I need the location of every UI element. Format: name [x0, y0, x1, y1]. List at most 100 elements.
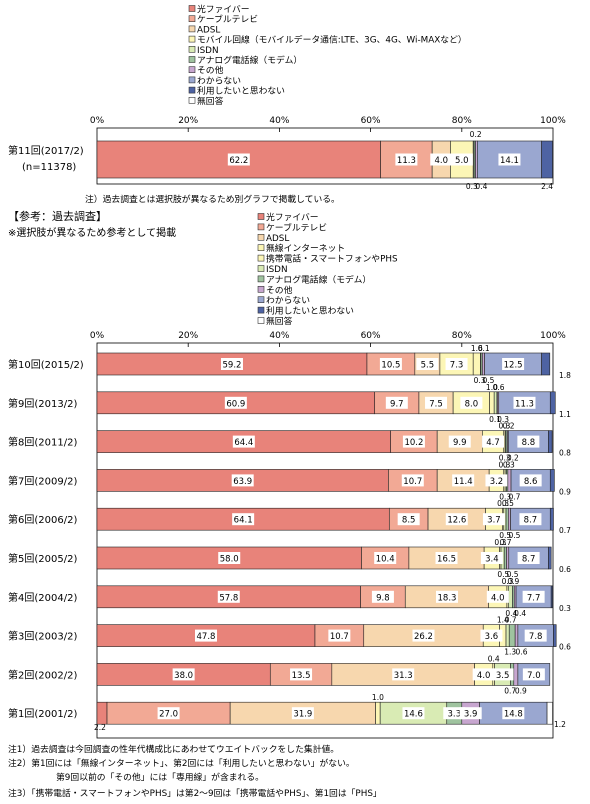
data-label: 0.2	[503, 422, 515, 431]
data-label: 11.3	[515, 399, 534, 409]
data-label: 10.7	[403, 477, 422, 487]
data-label: 0.9	[515, 686, 527, 695]
data-label: 14.1	[500, 156, 519, 166]
legend-swatch	[189, 6, 195, 12]
legend-label: 光ファイバー	[266, 211, 319, 223]
data-label: 60.9	[226, 399, 245, 409]
bar-segment	[509, 625, 515, 647]
data-label: 7.5	[429, 399, 443, 409]
legend-swatch	[258, 224, 264, 230]
axis-current-tick-label: 60%	[361, 116, 381, 126]
category-label: 第3回(2003/2)	[8, 630, 77, 643]
data-label: 63.9	[233, 477, 252, 487]
data-label: 8.8	[522, 438, 536, 448]
bar-segment	[506, 508, 508, 530]
category-label: 第1回(2001/2)	[8, 707, 77, 720]
category-label: 第2回(2002/2)	[8, 668, 77, 681]
bar-segment	[490, 392, 495, 414]
bar-segment	[473, 353, 480, 375]
data-label: 1.2	[554, 720, 566, 729]
bar-segment	[508, 469, 511, 491]
data-label: 0.6	[559, 565, 571, 574]
data-label: 9.7	[390, 399, 404, 409]
data-label: 0.9	[507, 577, 519, 586]
axis-past-tick-label: 0%	[90, 331, 105, 341]
axis-current-tick-label: 100%	[540, 116, 566, 126]
data-label: 8.5	[402, 516, 416, 526]
legend-swatch	[189, 87, 195, 93]
bar-segment	[550, 392, 555, 414]
data-label: 2.4	[541, 182, 553, 191]
bar-segment	[376, 702, 381, 724]
data-label: 3.3	[448, 710, 462, 720]
bar-segment	[514, 663, 518, 685]
data-label: 10.2	[404, 438, 423, 448]
legend-label: その他	[266, 284, 293, 296]
note-top: 注）過去調査とは選択肢が異なるため別グラフで掲載している。	[85, 193, 340, 205]
legend-label: アナログ電話線（モデム）	[197, 54, 302, 66]
legend-swatch	[189, 16, 195, 22]
legend-swatch	[258, 276, 264, 282]
data-label: 4.0	[491, 593, 505, 603]
data-label: 0.6	[559, 643, 571, 652]
data-label: 0.7	[505, 616, 517, 625]
data-label: 1.8	[559, 371, 571, 380]
bar-segment	[494, 392, 497, 414]
data-label: 0.5	[502, 499, 514, 508]
footnote: 注2）第1回には「無線インターネット」、第2回には「利用したいと思わない」がない…	[8, 757, 355, 769]
bar-segment	[551, 586, 552, 608]
data-label: 5.0	[455, 156, 469, 166]
bar-segment	[506, 625, 509, 647]
data-label: 1.0	[372, 693, 384, 702]
bar-segment	[508, 586, 512, 608]
data-label: 2.2	[94, 723, 106, 732]
axis-past-tick-label: 100%	[540, 331, 566, 341]
data-label: 27.0	[159, 710, 178, 720]
data-label: 12.5	[504, 361, 523, 371]
legend-label: ISDN	[266, 265, 288, 275]
bar-segment	[547, 702, 552, 724]
legend-label: 利用したいと思わない	[197, 85, 285, 97]
past-subheading: ※選択肢が異なるため参考として掲載	[8, 226, 176, 239]
legend-label: ケーブルテレビ	[197, 13, 258, 25]
data-label: 0.4	[488, 654, 500, 663]
data-label: 7.3	[450, 361, 464, 371]
data-label: 16.5	[437, 555, 456, 565]
data-label: 10.7	[330, 632, 349, 642]
data-label: 59.2	[223, 361, 242, 371]
data-label: 12.6	[447, 516, 466, 526]
data-label: 4.0	[435, 156, 449, 166]
bar-segment	[550, 508, 553, 530]
legend-label: モバイル回線（モバイルデータ通信:LTE、3G、4G、Wi-MAXなど）	[197, 34, 467, 46]
data-label: 8.7	[524, 516, 538, 526]
data-label: 0.3	[559, 604, 571, 613]
category-label: 第9回(2013/2)	[8, 397, 77, 410]
legend-label: 携帯電話・スマートフォンやPHS	[266, 253, 398, 265]
axis-current-tick-label: 40%	[269, 116, 289, 126]
legend-label: わからない	[197, 75, 241, 86]
data-label: 58.0	[220, 555, 239, 565]
data-label: 14.6	[404, 710, 423, 720]
legend-swatch	[189, 97, 195, 103]
data-label: 0.2	[470, 130, 482, 139]
data-label: 31.3	[394, 671, 413, 681]
data-label: 31.9	[293, 710, 312, 720]
legend-swatch	[189, 67, 195, 73]
category-label: 第6回(2006/2)	[8, 513, 77, 526]
data-label: 9.9	[453, 438, 467, 448]
data-label: 10.4	[376, 555, 395, 565]
legend-label: ADSL	[197, 25, 220, 35]
footnote: 注3）「携帯電話・スマートフォンやPHS」は第2～9回は「携帯電話やPHS」、第…	[8, 787, 382, 799]
category-label: 第4回(2004/2)	[8, 591, 77, 604]
category-label: 第7回(2009/2)	[8, 474, 77, 487]
data-label: 9.8	[376, 593, 390, 603]
bar-segment	[515, 625, 518, 647]
data-label: 3.2	[490, 477, 504, 487]
data-label: 18.3	[438, 593, 457, 603]
data-label: 4.0	[477, 671, 491, 681]
past-heading: 【参考：過去調査】	[8, 209, 107, 223]
legend-swatch	[258, 307, 264, 313]
legend-label: 無回答	[197, 95, 224, 107]
data-label: 5.5	[421, 361, 435, 371]
bar-segment	[506, 547, 508, 569]
